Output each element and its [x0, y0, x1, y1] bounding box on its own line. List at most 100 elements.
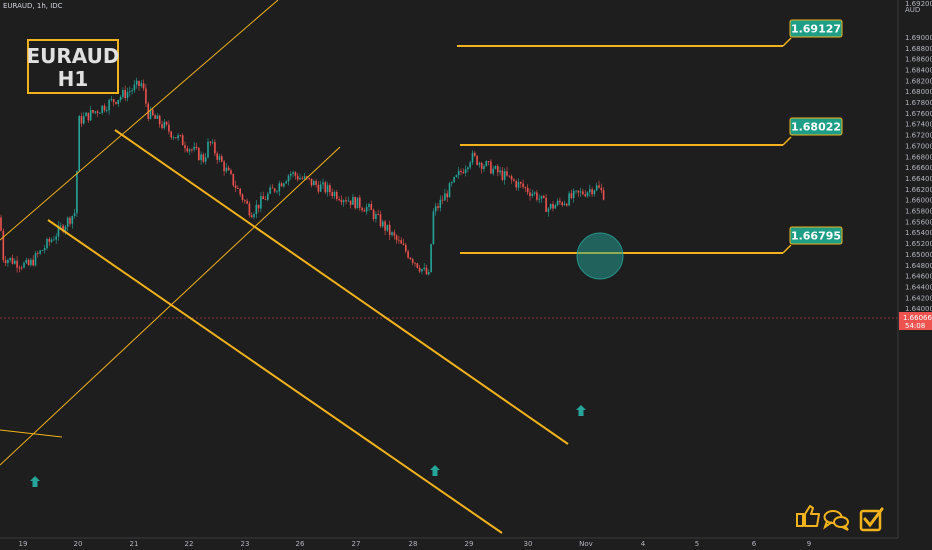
price-axis-currency: AUD — [905, 6, 920, 14]
descending-channel-upper-line[interactable] — [114, 129, 569, 445]
candle-up — [278, 183, 281, 192]
time-tick-label: 20 — [74, 540, 83, 548]
candle-down — [501, 170, 504, 180]
candle-up — [204, 157, 207, 162]
level-1-label-box — [789, 19, 843, 38]
candle-up — [439, 199, 442, 208]
price-tick-label: 1.67400 — [905, 121, 932, 129]
countdown-timer: 54:08 — [905, 322, 925, 330]
candle-up — [46, 238, 48, 249]
candle-down — [446, 193, 448, 198]
candle-up — [66, 217, 69, 227]
candle-down — [552, 204, 554, 209]
candle-down — [515, 180, 517, 188]
time-axis[interactable]: 19 20 21 22 23 26 27 28 29 30 Nov 4 5 6 9 — [0, 537, 898, 548]
price-tick-label: 1.67200 — [905, 132, 932, 140]
thumbs-up-icon[interactable] — [796, 505, 820, 527]
level-2-leader — [782, 136, 792, 146]
price-axis[interactable]: 1.69200 AUD 1.69000 1.68800 1.68600 1.68400… — [897, 0, 932, 538]
level-2[interactable]: 1.68022 — [460, 117, 843, 146]
ticker-label: EURAUD, 1h, IDC — [3, 2, 63, 10]
candle-up — [260, 196, 262, 209]
candle-down — [405, 244, 407, 252]
candle-up — [386, 224, 389, 231]
candle-down — [179, 135, 182, 137]
candle-down — [529, 192, 531, 197]
candle-up — [34, 253, 37, 266]
candle-up — [39, 250, 41, 254]
support-line[interactable] — [0, 429, 63, 438]
candle-up — [347, 200, 350, 202]
candle-down — [273, 188, 276, 192]
target-zone-circle[interactable] — [576, 232, 624, 280]
symbol-box-frame — [27, 39, 119, 94]
candle-up — [78, 116, 80, 172]
candle-up — [313, 181, 315, 186]
candle-down — [237, 188, 239, 189]
candle-down — [271, 187, 274, 189]
candle-down — [142, 83, 145, 89]
candle-down — [4, 260, 7, 264]
candle-up — [444, 193, 446, 201]
candle-down — [398, 239, 400, 241]
price-tick-label: 1.66000 — [905, 197, 932, 205]
candle-up — [23, 262, 25, 268]
time-tick-label: 6 — [752, 540, 757, 548]
candle-down — [497, 166, 499, 173]
candle-down — [308, 177, 310, 179]
candle-down — [227, 167, 230, 171]
level-1-leader — [782, 37, 792, 47]
candle-down — [317, 184, 320, 192]
candle-down — [513, 179, 515, 181]
candle-up — [211, 142, 214, 143]
candle-down — [324, 182, 327, 193]
candle-down — [545, 197, 547, 212]
time-tick-label: 22 — [185, 540, 194, 548]
candle-up — [471, 152, 474, 163]
candle-up — [303, 176, 306, 179]
time-tick-label: 28 — [409, 540, 418, 548]
candle-up — [326, 185, 329, 193]
price-tick-label: 1.64600 — [905, 273, 932, 281]
candle-down — [296, 175, 299, 180]
candle-up — [283, 183, 285, 187]
candle-up — [122, 89, 124, 97]
candle-up — [129, 91, 131, 93]
time-tick-label: 21 — [130, 540, 139, 548]
candle-down — [152, 109, 154, 116]
candle-down — [244, 200, 246, 201]
candle-up — [499, 170, 501, 173]
candle-down — [416, 263, 419, 268]
candle-up — [193, 146, 195, 150]
candle-down — [257, 204, 260, 209]
time-tick-label: 4 — [641, 540, 646, 548]
candle-down — [184, 145, 186, 149]
candle-up — [99, 112, 101, 114]
time-tick-label: 9 — [807, 540, 811, 548]
time-tick-label: 23 — [241, 540, 250, 548]
candle-down — [476, 155, 478, 165]
candle-down — [600, 187, 603, 191]
comments-icon[interactable] — [823, 510, 849, 531]
level-1[interactable]: 1.69127 — [457, 19, 843, 47]
outer-channel-upper-line[interactable] — [0, 0, 279, 241]
descending-channel-lower-line[interactable] — [47, 219, 503, 534]
outer-channel-lower-line[interactable] — [0, 146, 341, 466]
price-tick-label: 1.66600 — [905, 164, 932, 172]
candle-down — [584, 194, 586, 197]
candle-up — [292, 172, 294, 174]
up-arrow-icon — [430, 465, 440, 476]
checkbox-icon[interactable] — [859, 507, 884, 532]
symbol-box-line2: H1 — [58, 67, 89, 91]
candle-up — [455, 175, 458, 178]
candle-down — [221, 156, 223, 162]
price-tick-label: 1.65800 — [905, 208, 932, 216]
candle-down — [246, 200, 248, 204]
candle-down — [147, 103, 149, 119]
candle-down — [168, 124, 170, 132]
level-2-label-box — [789, 117, 843, 136]
candle-down — [474, 152, 476, 156]
current-price-value: 1.66066 — [903, 314, 932, 322]
